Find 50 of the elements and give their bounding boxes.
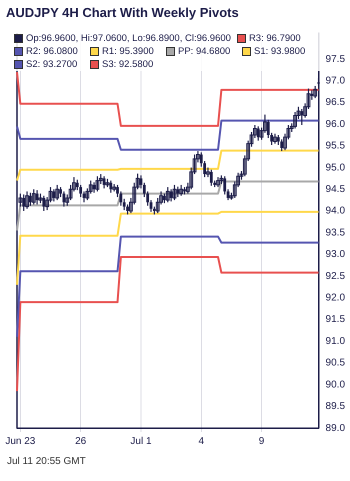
- legend-label: R2: 96.0800: [26, 45, 78, 58]
- y-tick-label: 92.5: [326, 270, 346, 282]
- y-tick-label: 90.0: [326, 379, 346, 390]
- candlestick: [216, 176, 220, 188]
- y-tick-label: 89.5: [326, 401, 346, 412]
- x-tick-label: 4: [198, 436, 204, 447]
- y-tick-label: 97.5: [326, 54, 346, 65]
- y-tick-label: 91.0: [326, 336, 346, 347]
- text: Jul 11 20:55 GMT: [7, 456, 86, 467]
- y-tick-label: 92.0: [326, 292, 346, 304]
- legend-label: S3: 92.5800: [102, 58, 154, 71]
- candlestick: [293, 111, 297, 130]
- candlestick: [166, 186, 170, 203]
- y-tick-label: 93.0: [326, 249, 346, 260]
- y-tick-label: 96.0: [326, 118, 346, 130]
- y-tick-label: 89.0: [326, 422, 346, 434]
- candlestick: [102, 176, 106, 189]
- y-tick-label: 93.5: [326, 227, 346, 238]
- y-tick-label: 91.5: [326, 314, 346, 326]
- legend-label: S2: 93.2700: [26, 58, 78, 71]
- legend-label: S1: 93.9800: [254, 45, 306, 58]
- x-tick-label: Jul 1: [130, 436, 152, 447]
- candlestick: [55, 184, 60, 201]
- candlestick: [96, 176, 100, 192]
- candlestick: [210, 169, 213, 186]
- y-tick-label: 95.0: [326, 162, 346, 174]
- candlestick: [25, 190, 29, 210]
- candlestick: [170, 188, 173, 202]
- candlestick: [62, 190, 66, 208]
- x-tick-label: Jun 23: [5, 436, 36, 447]
- y-tick-label: 90.5: [326, 358, 346, 369]
- candlestick: [29, 192, 32, 206]
- chart-title: AUDJPY 4H Chart With Weekly Pivots: [6, 5, 239, 20]
- y-tick-label: 94.0: [326, 206, 346, 217]
- candlestick: [52, 188, 56, 202]
- legend-label: PP: 94.6800: [178, 45, 230, 58]
- y-tick-label: 97.0: [326, 75, 346, 86]
- x-tick-label: 9: [258, 436, 265, 447]
- y-tick-label: 94.5: [326, 184, 346, 196]
- x-tick-label: 26: [75, 436, 87, 447]
- candlestick: [179, 184, 184, 196]
- candlestick: [172, 184, 176, 201]
- y-tick-label: 95.5: [326, 140, 346, 152]
- y-tick-label: 96.5: [326, 97, 346, 108]
- candlestick: [32, 188, 36, 206]
- candlestick: [273, 133, 277, 144]
- legend-label: R1: 95.3900: [102, 45, 154, 58]
- legend-label: R3: 96.7900: [248, 32, 301, 45]
- candlestick: [36, 190, 39, 206]
- legend-label: Op:96.9600, Hi:97.0600, Lo:96.8900, Cl:96.9600: [26, 32, 231, 45]
